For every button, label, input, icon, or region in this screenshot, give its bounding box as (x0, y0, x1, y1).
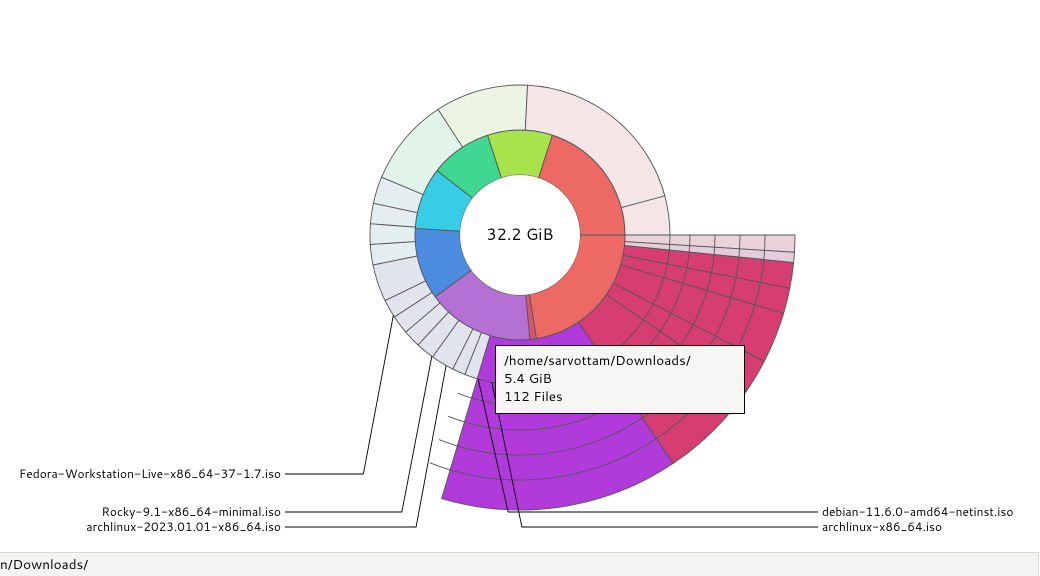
leader-line (285, 315, 393, 474)
tooltip-size: 5.4 GiB (504, 370, 734, 388)
file-label: archlinux-2023.01.01-x86_64.iso (86, 518, 281, 535)
hover-tooltip: /home/sarvottam/Downloads/ 5.4 GiB 112 F… (495, 345, 745, 414)
file-label: Fedora-Workstation-Live-x86_64-37-1.7.is… (19, 465, 281, 482)
file-label: archlinux-x86_64.iso (822, 518, 942, 535)
sunburst-chart[interactable]: 32.2 GiBdebian-11.6.0-amd64-netinst.isoa… (0, 0, 1040, 576)
center-size-label: 32.2 GiB (487, 223, 554, 246)
status-bar-text: n/Downloads/ (0, 555, 88, 574)
status-bar: n/Downloads/ (0, 552, 1039, 576)
tooltip-files: 112 Files (504, 388, 734, 406)
leader-line (285, 366, 446, 527)
leader-line (285, 356, 432, 512)
tooltip-path: /home/sarvottam/Downloads/ (504, 352, 734, 370)
